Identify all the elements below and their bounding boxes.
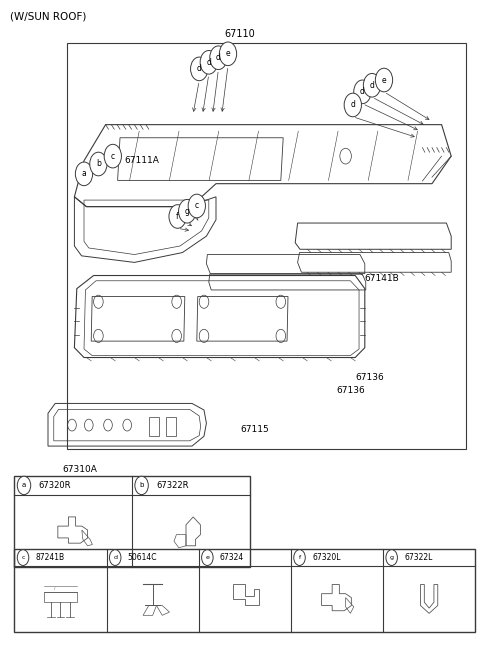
- Circle shape: [294, 550, 305, 565]
- Text: 67141B: 67141B: [365, 274, 399, 283]
- Circle shape: [354, 80, 371, 104]
- Circle shape: [210, 46, 227, 70]
- Text: e: e: [205, 555, 209, 560]
- Text: g: g: [390, 555, 394, 560]
- Circle shape: [179, 199, 196, 223]
- Text: c: c: [195, 201, 199, 211]
- Circle shape: [90, 152, 107, 176]
- Circle shape: [17, 476, 31, 495]
- Text: 67115: 67115: [240, 425, 269, 434]
- Text: b: b: [96, 159, 101, 169]
- Text: 67320L: 67320L: [312, 553, 340, 562]
- Text: 67111A: 67111A: [125, 156, 160, 165]
- Circle shape: [363, 73, 381, 97]
- Circle shape: [386, 550, 397, 565]
- Circle shape: [375, 68, 393, 92]
- Bar: [14, 549, 475, 632]
- Text: c: c: [111, 152, 115, 161]
- Text: c: c: [21, 555, 25, 560]
- Circle shape: [191, 57, 208, 81]
- Text: a: a: [82, 169, 86, 178]
- Text: e: e: [382, 75, 386, 85]
- Text: d: d: [206, 58, 211, 67]
- Text: b: b: [139, 482, 144, 489]
- Text: d: d: [113, 555, 117, 560]
- Text: d: d: [370, 81, 374, 90]
- Text: 87241B: 87241B: [36, 553, 65, 562]
- Text: d: d: [360, 87, 365, 96]
- Text: 50614C: 50614C: [128, 553, 157, 562]
- Text: f: f: [176, 212, 179, 221]
- Text: f: f: [299, 555, 300, 560]
- Text: /: /: [54, 587, 55, 591]
- Circle shape: [344, 93, 361, 117]
- Text: d: d: [350, 100, 355, 110]
- Circle shape: [200, 51, 217, 74]
- Circle shape: [188, 194, 205, 218]
- Text: 67310A: 67310A: [62, 464, 97, 474]
- Bar: [149, 417, 159, 436]
- Circle shape: [75, 162, 93, 186]
- Text: 67324: 67324: [220, 553, 244, 562]
- Circle shape: [104, 144, 121, 168]
- Text: g: g: [185, 207, 190, 216]
- Text: 67322L: 67322L: [404, 553, 432, 562]
- Text: e: e: [226, 49, 230, 58]
- Text: 67322R: 67322R: [156, 481, 189, 490]
- Text: 67110: 67110: [225, 30, 255, 39]
- Text: 67320R: 67320R: [38, 481, 71, 490]
- Text: d: d: [197, 64, 202, 73]
- Circle shape: [219, 42, 237, 66]
- Circle shape: [109, 550, 121, 565]
- Text: (W/SUN ROOF): (W/SUN ROOF): [10, 12, 86, 22]
- Bar: [166, 417, 176, 436]
- Circle shape: [169, 205, 186, 228]
- Bar: [14, 476, 250, 567]
- Circle shape: [135, 476, 148, 495]
- Text: 67136: 67136: [355, 373, 384, 382]
- Circle shape: [202, 550, 213, 565]
- Text: d: d: [216, 53, 221, 62]
- Circle shape: [17, 550, 29, 565]
- Text: 67136: 67136: [336, 386, 365, 395]
- Text: a: a: [22, 482, 26, 489]
- Bar: [67, 43, 466, 449]
